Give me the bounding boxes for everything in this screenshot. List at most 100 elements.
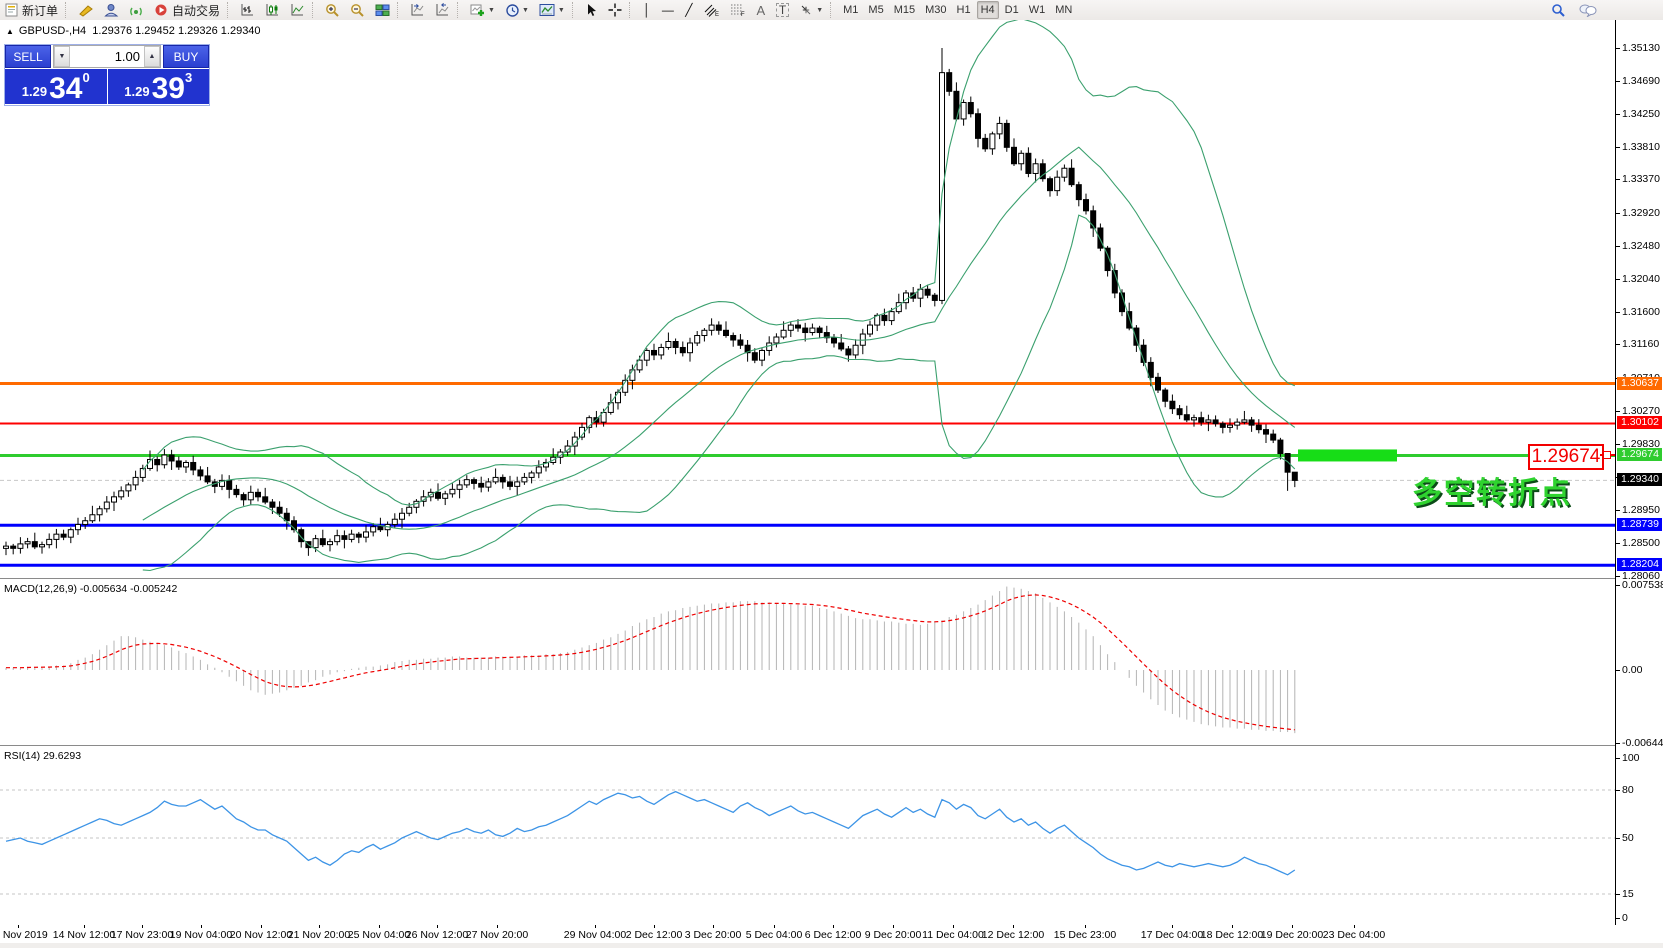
new-chart-button[interactable]: ▼ [466, 1, 499, 19]
candle-body [795, 324, 801, 329]
arrange-vertical-button[interactable] [406, 1, 429, 19]
profiles-clock-button[interactable]: ▼ [501, 1, 533, 19]
buy-button[interactable]: BUY [163, 45, 209, 68]
price-tag[interactable]: 1.28204 [1617, 558, 1662, 572]
candle-body [255, 491, 261, 498]
candle-body [334, 535, 341, 543]
text-icon: A [756, 2, 766, 18]
timeframe-m30-button[interactable]: M30 [921, 1, 950, 19]
callout-anchor-square[interactable] [1603, 451, 1611, 459]
timeframe-label: H4 [980, 4, 995, 16]
volume-up-stepper[interactable]: ▲ [144, 46, 160, 67]
candle-body [168, 454, 175, 462]
candle-body [665, 340, 672, 348]
price-callout-box[interactable]: 1.29674 [1528, 444, 1604, 470]
new-order-button[interactable]: 新订单 [1, 1, 62, 19]
sell-price-panel[interactable]: 1.29 34 0 [5, 69, 107, 104]
candle-body [1090, 210, 1097, 229]
timeframe-h1-button[interactable]: H1 [953, 1, 975, 19]
candle-body [53, 533, 60, 540]
text-tool-button[interactable]: A [752, 1, 770, 19]
highlight-rectangle[interactable] [1298, 449, 1397, 462]
bar-chart-button[interactable] [236, 1, 259, 19]
macd-pane[interactable] [0, 580, 1615, 745]
time-axis-label: 14 Nov 12:00 [52, 929, 116, 941]
candle-body [823, 332, 830, 339]
sell-price-sup: 0 [82, 70, 90, 85]
tile-windows-button[interactable] [371, 1, 394, 19]
axis-tick-mark [1616, 311, 1620, 313]
autotrade-button[interactable]: 自动交易 [150, 1, 224, 19]
chat-button[interactable] [1575, 1, 1601, 19]
candle-body [219, 479, 225, 487]
arrows-tool-button[interactable]: ▼ [795, 1, 827, 19]
volume-input[interactable]: 1.00 [70, 46, 144, 67]
arrange-cascade-button[interactable] [431, 1, 454, 19]
collapse-triangle-icon[interactable]: ▲ [6, 27, 14, 36]
crosshair-button[interactable] [604, 1, 626, 19]
price-tag[interactable]: 1.30102 [1617, 416, 1662, 430]
axis-tick-mark [1616, 584, 1620, 586]
candle-chart-button[interactable] [261, 1, 284, 19]
signal-button[interactable] [125, 1, 148, 19]
candle-body [543, 461, 549, 468]
profile-button[interactable] [100, 1, 123, 19]
time-axis-label: 21 Nov 20:00 [287, 929, 351, 941]
timeframe-h4-button[interactable]: H4 [976, 1, 999, 19]
zoom-out-button[interactable] [346, 1, 369, 19]
candle-body [535, 466, 542, 474]
price-tag[interactable]: 1.29340 [1617, 473, 1662, 487]
volume-down-stepper[interactable]: ▼ [54, 46, 70, 67]
price-axis[interactable]: 1.35130 1.34690 1.34250 1.33810 1.33370 1.329… [1615, 20, 1663, 943]
toolbar-separator [571, 2, 578, 18]
gold-tool-button[interactable] [74, 1, 98, 19]
arrows-icon [801, 5, 811, 15]
rsi-canvas[interactable] [0, 747, 1615, 925]
timeframe-m1-button[interactable]: M1 [839, 1, 862, 19]
rsi-pane[interactable] [0, 747, 1615, 925]
timeframe-m15-button[interactable]: M15 [890, 1, 919, 19]
price-tag[interactable]: 1.28739 [1617, 518, 1662, 532]
search-button[interactable] [1547, 1, 1570, 19]
timeframe-d1-button[interactable]: D1 [1001, 1, 1023, 19]
timeframe-mn-button[interactable]: MN [1051, 1, 1076, 19]
price-chart-pane[interactable] [0, 20, 1615, 578]
hline-tool-button[interactable]: — [658, 1, 678, 19]
line-chart-button[interactable] [286, 1, 309, 19]
template-button[interactable]: ▼ [535, 1, 569, 19]
timeframe-m5-button[interactable]: M5 [864, 1, 887, 19]
horizontal-level-lines[interactable] [0, 382, 1615, 567]
axis-tick-mark [1616, 758, 1620, 759]
line-chart-icon [291, 4, 304, 16]
price-axis-label: 1.32480 [1622, 239, 1660, 252]
channel-tool-button[interactable]: E [700, 1, 724, 19]
autotrade-icon [155, 4, 167, 16]
candle-body [773, 336, 780, 344]
label-icon: T [775, 3, 790, 17]
template-icon [539, 4, 555, 16]
fibo-tool-button[interactable]: F [726, 1, 750, 19]
candle-body [341, 535, 348, 540]
candle-body [39, 544, 45, 548]
buy-price-panel[interactable]: 1.29 39 3 [107, 69, 209, 104]
label-tool-button[interactable]: T [772, 1, 793, 19]
price-tag[interactable]: 1.30637 [1617, 376, 1662, 390]
price-tag[interactable]: 1.29674 [1617, 448, 1662, 462]
turning-point-annotation[interactable]: 多空转折点 [1412, 477, 1572, 510]
price-chart-canvas[interactable] [0, 20, 1615, 578]
sell-button[interactable]: SELL [5, 45, 51, 68]
vline-tool-button[interactable]: │ [638, 1, 656, 19]
candle-body [24, 541, 31, 545]
trendline-tool-button[interactable]: ╱ [680, 1, 698, 19]
axis-tick-mark [1616, 443, 1620, 445]
axis-tick-mark [1616, 344, 1620, 346]
cursor-button[interactable] [581, 1, 602, 19]
candle-body [528, 472, 535, 478]
buy-price-sup: 3 [184, 70, 193, 85]
zoom-in-button[interactable] [321, 1, 344, 19]
timeframe-w1-button[interactable]: W1 [1025, 1, 1050, 19]
macd-canvas[interactable] [0, 580, 1615, 745]
candle-body [478, 482, 485, 488]
candle-body [838, 342, 845, 350]
